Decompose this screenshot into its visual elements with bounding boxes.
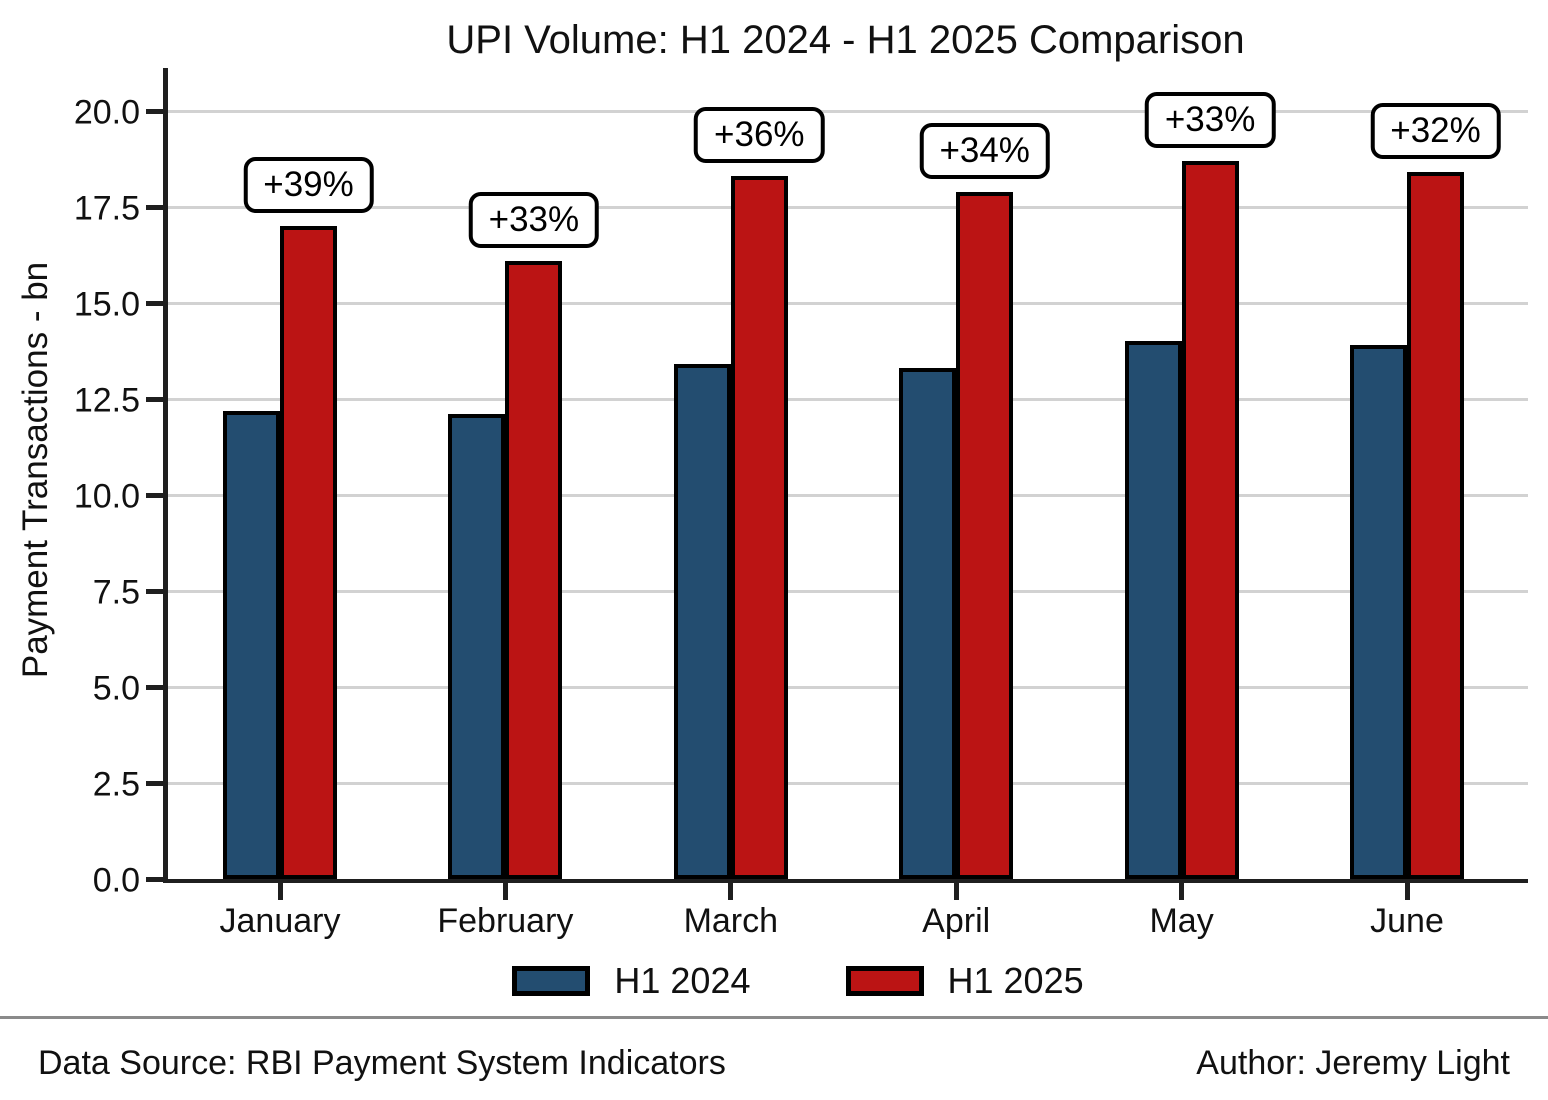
y-tick-mark (146, 108, 164, 114)
legend-item-h1-2024: H1 2024 (512, 960, 751, 1002)
legend-label: H1 2025 (947, 960, 1084, 1001)
gridline-y-10 (168, 493, 1528, 497)
gridline-y-17.5 (168, 205, 1528, 209)
bar-h1-2025-april (956, 192, 1014, 879)
bar-h1-2024-april (899, 368, 957, 879)
y-tick-label: 0.0 (92, 861, 140, 900)
legend-label: H1 2024 (614, 960, 751, 1001)
gridline-y-12.5 (168, 397, 1528, 401)
x-tick-mark-february (502, 883, 508, 900)
bar-h1-2024-february (448, 414, 506, 879)
bar-h1-2025-march (730, 176, 788, 879)
bar-h1-2025-may (1181, 161, 1239, 879)
data-source-text: Data Source: RBI Payment System Indicato… (38, 1044, 726, 1082)
y-tick-label: 7.5 (92, 573, 140, 612)
x-tick-label-may: May (1149, 902, 1214, 940)
y-tick-label: 10.0 (73, 477, 140, 516)
bar-h1-2024-june (1350, 345, 1407, 879)
y-tick-mark (146, 204, 164, 210)
y-tick-label: 20.0 (73, 93, 140, 132)
y-tick-label: 2.5 (92, 765, 140, 804)
y-tick-mark (146, 780, 164, 786)
y-axis-title: Payment Transactions - bn (16, 261, 55, 679)
bar-h1-2024-january (223, 411, 280, 879)
x-tick-label-april: April (922, 902, 991, 940)
x-tick-mark-january (277, 883, 283, 900)
plot-area: +39% +33% +36% +34% +33% +32% (163, 68, 1528, 883)
bar-h1-2025-june (1407, 172, 1464, 879)
x-tick-label-march: March (683, 902, 779, 940)
growth-label-january: +39% (243, 157, 374, 213)
chart-title: UPI Volume: H1 2024 - H1 2025 Comparison (446, 18, 1245, 62)
x-tick-mark-april (953, 883, 959, 900)
legend: H1 2024 H1 2025 (0, 960, 1548, 1002)
bar-h1-2025-january (280, 226, 337, 879)
x-tick-mark-march (728, 883, 734, 900)
x-tick-mark-may (1179, 883, 1185, 900)
growth-label-may: +33% (1144, 92, 1276, 148)
legend-swatch-h1-2024 (512, 966, 591, 996)
gridline-y-20 (168, 109, 1528, 113)
y-tick-label: 12.5 (73, 381, 140, 420)
growth-label-april: +34% (919, 123, 1050, 179)
gridline-y-5 (168, 685, 1528, 689)
bar-h1-2025-february (505, 261, 563, 879)
y-tick-label: 5.0 (92, 669, 140, 708)
bar-h1-2024-march (673, 364, 731, 879)
legend-item-h1-2025: H1 2025 (845, 960, 1084, 1002)
footer-separator-line (0, 1016, 1548, 1019)
x-tick-label-january: January (219, 902, 341, 940)
y-tick-mark (146, 876, 164, 882)
x-tick-label-february: February (437, 902, 574, 940)
gridline-y-2.5 (168, 781, 1528, 785)
x-tick-mark-june (1404, 883, 1410, 900)
y-tick-mark (146, 492, 164, 498)
growth-label-march: +36% (694, 107, 825, 163)
y-tick-mark (146, 588, 164, 594)
y-tick-mark (146, 396, 164, 402)
y-tick-label: 15.0 (73, 285, 140, 324)
growth-label-june: +32% (1370, 103, 1501, 159)
y-tick-label: 17.5 (73, 189, 140, 228)
y-tick-mark (146, 684, 164, 690)
gridline-y-15 (168, 301, 1528, 305)
x-tick-label-june: June (1370, 902, 1444, 940)
gridline-y-7.5 (168, 589, 1528, 593)
legend-swatch-h1-2025 (845, 966, 924, 996)
y-tick-mark (146, 300, 164, 306)
bar-h1-2024-may (1124, 341, 1182, 879)
author-text: Author: Jeremy Light (1196, 1044, 1510, 1082)
growth-label-february: +33% (468, 192, 600, 248)
